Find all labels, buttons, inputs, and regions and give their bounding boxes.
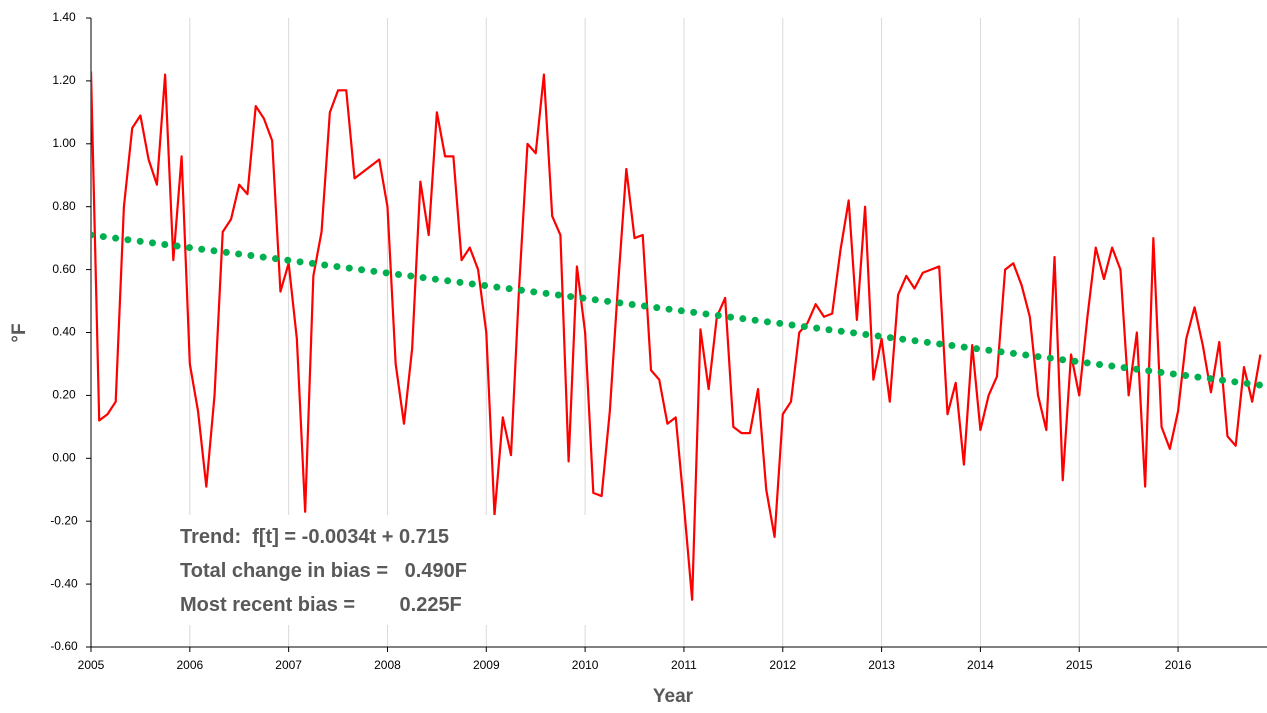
x-axis-label: Year — [653, 686, 694, 707]
y-tick-label: 0.80 — [52, 199, 76, 213]
x-tick-label: 2013 — [868, 658, 895, 672]
grid: 2005 2006 2007 2008 2009 2010 2011 2012 2013 2014… — [50, 10, 1267, 672]
x-tick-label: 2008 — [374, 658, 401, 672]
annotations: Trend: f[t] = -0.0034t + 0.715 Total chan… — [180, 526, 467, 616]
y-tick-label: 1.20 — [52, 73, 76, 87]
x-tick-label: 2009 — [473, 658, 500, 672]
trend-line — [91, 231, 1267, 390]
annotation: Most recent bias = 0.225F — [180, 594, 462, 616]
y-tick-label: 1.00 — [52, 136, 76, 150]
y-tick-label: 0.00 — [52, 450, 76, 464]
y-tick-label: 0.20 — [52, 388, 76, 402]
x-tick-label: 2010 — [572, 658, 599, 672]
x-tick-label: 2015 — [1066, 658, 1093, 672]
x-tick-label: 2016 — [1165, 658, 1192, 672]
data-line — [91, 71, 1262, 601]
y-tick-label: -0.20 — [50, 513, 78, 527]
x-tick-label: 2005 — [78, 658, 105, 672]
y-tick-label: -0.60 — [50, 639, 78, 653]
y-tick-label: 1.40 — [52, 10, 76, 24]
y-axis-label: °F — [9, 323, 30, 342]
x-tick-label: 2007 — [275, 658, 302, 672]
y-tick-label: 0.40 — [52, 325, 76, 339]
x-tick-label: 2014 — [967, 658, 994, 672]
x-tick-label: 2011 — [671, 658, 697, 672]
annotation: Total change in bias = 0.490F — [180, 560, 467, 582]
x-tick-label: 2006 — [176, 658, 203, 672]
plot-area — [91, 71, 1267, 601]
annotation: Trend: f[t] = -0.0034t + 0.715 — [180, 526, 449, 548]
x-tick-label: 2012 — [769, 658, 796, 672]
y-tick-label: -0.40 — [50, 576, 78, 590]
y-tick-label: 0.60 — [52, 262, 76, 276]
annotation-box — [165, 515, 605, 625]
